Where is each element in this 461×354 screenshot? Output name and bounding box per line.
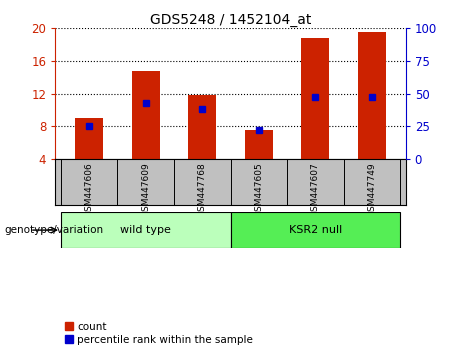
Bar — [301, 38, 330, 159]
Text: GSM447768: GSM447768 — [198, 162, 207, 217]
Legend: count, percentile rank within the sample: count, percentile rank within the sample — [60, 317, 257, 349]
Text: GSM447609: GSM447609 — [141, 162, 150, 217]
Bar — [245, 130, 273, 159]
Bar — [230, 212, 400, 248]
Title: GDS5248 / 1452104_at: GDS5248 / 1452104_at — [150, 13, 311, 27]
Text: KSR2 null: KSR2 null — [289, 225, 342, 235]
Text: GSM447749: GSM447749 — [367, 162, 376, 217]
Bar — [358, 33, 386, 159]
Text: GSM447606: GSM447606 — [85, 162, 94, 217]
Text: wild type: wild type — [120, 225, 171, 235]
Bar — [131, 71, 160, 159]
Bar — [75, 118, 103, 159]
Text: genotype/variation: genotype/variation — [5, 225, 104, 235]
Text: GSM447607: GSM447607 — [311, 162, 320, 217]
Bar — [188, 95, 216, 159]
Bar — [61, 212, 230, 248]
Text: GSM447605: GSM447605 — [254, 162, 263, 217]
